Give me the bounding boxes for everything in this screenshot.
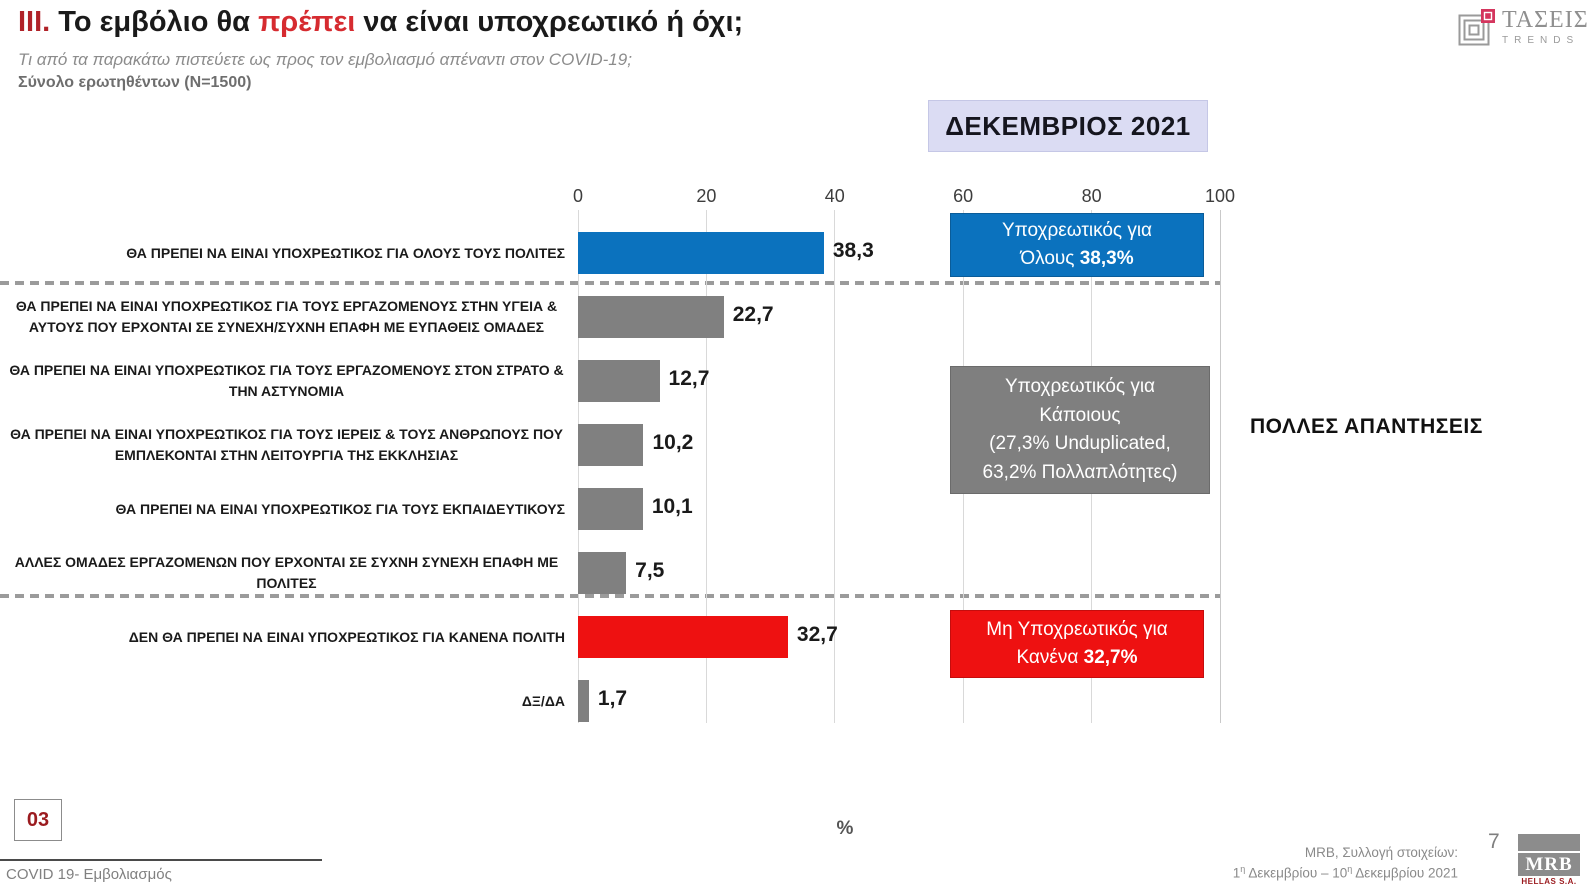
bar-value: 32,7 [796, 623, 838, 646]
axis-tick-label-20: 20 [696, 186, 717, 206]
separator-dashed-top [0, 281, 1220, 285]
callout-mandatory-all-line1: Υποχρεωτικός για [1001, 219, 1153, 241]
callout-not-mandatory: Μη Υποχρεωτικός για Κανένα 32,7% [950, 610, 1204, 678]
callout-mandatory-some-line2: Κάποιους [1039, 404, 1121, 426]
axis-tick-label-80: 80 [1081, 186, 1102, 206]
source-note: MRB, Συλλογή στοιχείων: 1η Δεκεμβρίου – … [1233, 843, 1458, 883]
bar [578, 232, 824, 274]
category-label: ΔΕΝ ΘΑ ΠΡΕΠΕΙ ΝΑ ΕΙΝΑΙ ΥΠΟΧΡΕΩΤΙΚΟΣ ΓΙΑ … [8, 605, 565, 669]
category-label-text: ΘΑ ΠΡΕΠΕΙ ΝΑ ΕΙΝΑΙ ΥΠΟΧΡΕΩΤΙΚΟΣ ΓΙΑ ΤΟΥΣ… [15, 298, 558, 335]
category-label-text: ΘΑ ΠΡΕΠΕΙ ΝΑ ΕΙΝΑΙ ΥΠΟΧΡΕΩΤΙΚΟΣ ΓΙΑ ΤΟΥΣ… [115, 500, 565, 517]
callout-mandatory-all-value: 38,3% [1079, 248, 1134, 269]
title-text-2: να είναι υποχρεωτικό ή όχι; [355, 6, 744, 38]
title-text-1: Το εμβόλιο θα [50, 6, 259, 38]
bar [578, 424, 644, 466]
section-number-box: 03 [14, 799, 62, 841]
category-label-text: ΑΛΛΕΣ ΟΜΑΔΕΣ ΕΡΓΑΖΟΜΕΝΩΝ ΠΟΥ ΕΡΧΟΝΤΑΙ ΣΕ… [14, 554, 559, 591]
title-roman-numeral: III. [18, 6, 51, 38]
axis-tick-label-100: 100 [1204, 186, 1236, 206]
bar-value: 12,7 [668, 367, 710, 390]
bar [578, 616, 788, 658]
bar-value: 1,7 [597, 687, 628, 710]
callout-not-mandatory-line2: Κανένα 32,7% [1016, 647, 1138, 668]
category-label-text: ΘΑ ΠΡΕΠΕΙ ΝΑ ΕΙΝΑΙ ΥΠΟΧΡΕΩΤΙΚΟΣ ΓΙΑ ΤΟΥΣ… [9, 362, 564, 399]
callout-not-mandatory-line1: Μη Υποχρεωτικός για [986, 618, 1168, 640]
bar-value: 38,3 [832, 239, 874, 262]
multiple-answers-note: ΠΟΛΛΕΣ ΑΠΑΝΤΗΣΕΙΣ [1250, 415, 1483, 438]
mrb-logo: MRB HELLAS S.A. [1518, 834, 1580, 886]
bar-value: 22,7 [732, 303, 774, 326]
category-label: ΘΑ ΠΡΕΠΕΙ ΝΑ ΕΙΝΑΙ ΥΠΟΧΡΕΩΤΙΚΟΣ ΓΙΑ ΤΟΥΣ… [8, 349, 565, 413]
axis-tick-label-60: 60 [953, 186, 974, 206]
gridline-100 [1219, 210, 1221, 723]
axis-tick-label-40: 40 [824, 186, 845, 206]
callout-mandatory-all-line2: Όλους 38,3% [1020, 248, 1134, 269]
footer-divider [0, 859, 322, 861]
source-line1: MRB, Συλλογή στοιχείων: [1304, 845, 1458, 860]
mrb-logo-text: MRB [1518, 853, 1580, 876]
callout-mandatory-some-line4: 63,2% Πολλαπλότητες) [982, 461, 1178, 483]
bar-value: 7,5 [635, 559, 665, 582]
page-number: 7 [1488, 830, 1500, 853]
bar [578, 296, 724, 338]
mrb-logo-subtext: HELLAS S.A. [1521, 877, 1577, 886]
title-highlight: πρέπει [258, 6, 356, 38]
category-label: ΘΑ ΠΡΕΠΕΙ ΝΑ ΕΙΝΑΙ ΥΠΟΧΡΕΩΤΙΚΟΣ ΓΙΑ ΤΟΥΣ… [8, 477, 565, 541]
category-label-text: ΘΑ ΠΡΕΠΕΙ ΝΑ ΕΙΝΑΙ ΥΠΟΧΡΕΩΤΙΚΟΣ ΓΙΑ ΤΟΥΣ… [10, 426, 563, 463]
bar [578, 360, 660, 402]
bar [578, 680, 589, 722]
bar-value: 10,1 [651, 495, 693, 518]
tasis-logo-subtext: TRENDS [1502, 35, 1580, 46]
gridline-20 [705, 210, 707, 723]
callout-not-mandatory-value: 32,7% [1083, 647, 1138, 668]
callout-mandatory-all: Υποχρεωτικός για Όλους 38,3% [950, 213, 1204, 277]
category-label-text: ΔΕΝ ΘΑ ΠΡΕΠΕΙ ΝΑ ΕΙΝΑΙ ΥΠΟΧΡΕΩΤΙΚΟΣ ΓΙΑ … [128, 628, 565, 645]
callout-mandatory-some: Υποχρεωτικός για Κάποιους (27,3% Undupli… [950, 366, 1210, 494]
category-label-text: ΘΑ ΠΡΕΠΕΙ ΝΑ ΕΙΝΑΙ ΥΠΟΧΡΕΩΤΙΚΟΣ ΓΙΑ ΟΛΟΥ… [126, 244, 565, 261]
source-line2: 1η Δεκεμβρίου – 10η Δεκεμβρίου 2021 [1232, 863, 1458, 881]
separator-dashed-bottom [0, 594, 1220, 598]
category-label: ΑΛΛΕΣ ΟΜΑΔΕΣ ΕΡΓΑΖΟΜΕΝΩΝ ΠΟΥ ΕΡΧΟΝΤΑΙ ΣΕ… [8, 541, 565, 605]
period-box: ΔΕΚΕΜΒΡΙΟΣ 2021 [928, 100, 1208, 152]
bar-value: 10,2 [652, 431, 694, 454]
gridline-0 [577, 210, 579, 723]
category-label: ΘΑ ΠΡΕΠΕΙ ΝΑ ΕΙΝΑΙ ΥΠΟΧΡΕΩΤΙΚΟΣ ΓΙΑ ΟΛΟΥ… [8, 221, 565, 285]
tasis-logo-icon [1458, 8, 1496, 53]
tasis-logo-name: ΤΑΣΕΙΣ [1502, 7, 1588, 33]
callout-mandatory-some-line3: (27,3% Unduplicated, [989, 433, 1171, 454]
callout-mandatory-some-line1: Υποχρεωτικός για [1004, 376, 1156, 397]
tasis-logo: ΤΑΣΕΙΣ TRENDS [1458, 8, 1588, 53]
period-label: ΔΕΚΕΜΒΡΙΟΣ 2021 [945, 110, 1191, 141]
category-label-text: ΔΞ/ΔΑ [521, 692, 565, 709]
subtitle: Τι από τα παρακάτω πιστεύετε ως προς τον… [18, 50, 632, 69]
mrb-logo-block [1518, 834, 1580, 851]
gridline-40 [834, 210, 836, 723]
bar [578, 488, 643, 530]
category-label: ΘΑ ΠΡΕΠΕΙ ΝΑ ΕΙΝΑΙ ΥΠΟΧΡΕΩΤΙΚΟΣ ΓΙΑ ΤΟΥΣ… [8, 413, 565, 477]
slide-title: III. Το εμβόλιο θα πρέπει να είναι υποχρ… [18, 6, 743, 39]
tasis-logo-text: ΤΑΣΕΙΣ TRENDS [1502, 8, 1588, 46]
footer-label: COVID 19- Εμβολιασμός [6, 866, 172, 883]
section-number: 03 [26, 808, 50, 831]
axis-tick-label-0: 0 [572, 186, 584, 206]
bar [578, 552, 627, 594]
category-label: ΘΑ ΠΡΕΠΕΙ ΝΑ ΕΙΝΑΙ ΥΠΟΧΡΕΩΤΙΚΟΣ ΓΙΑ ΤΟΥΣ… [8, 285, 565, 349]
percent-axis-label: % [836, 818, 854, 839]
category-label: ΔΞ/ΔΑ [8, 669, 565, 733]
sample-size: Σύνολο ερωτηθέντων (N=1500) [18, 74, 252, 91]
